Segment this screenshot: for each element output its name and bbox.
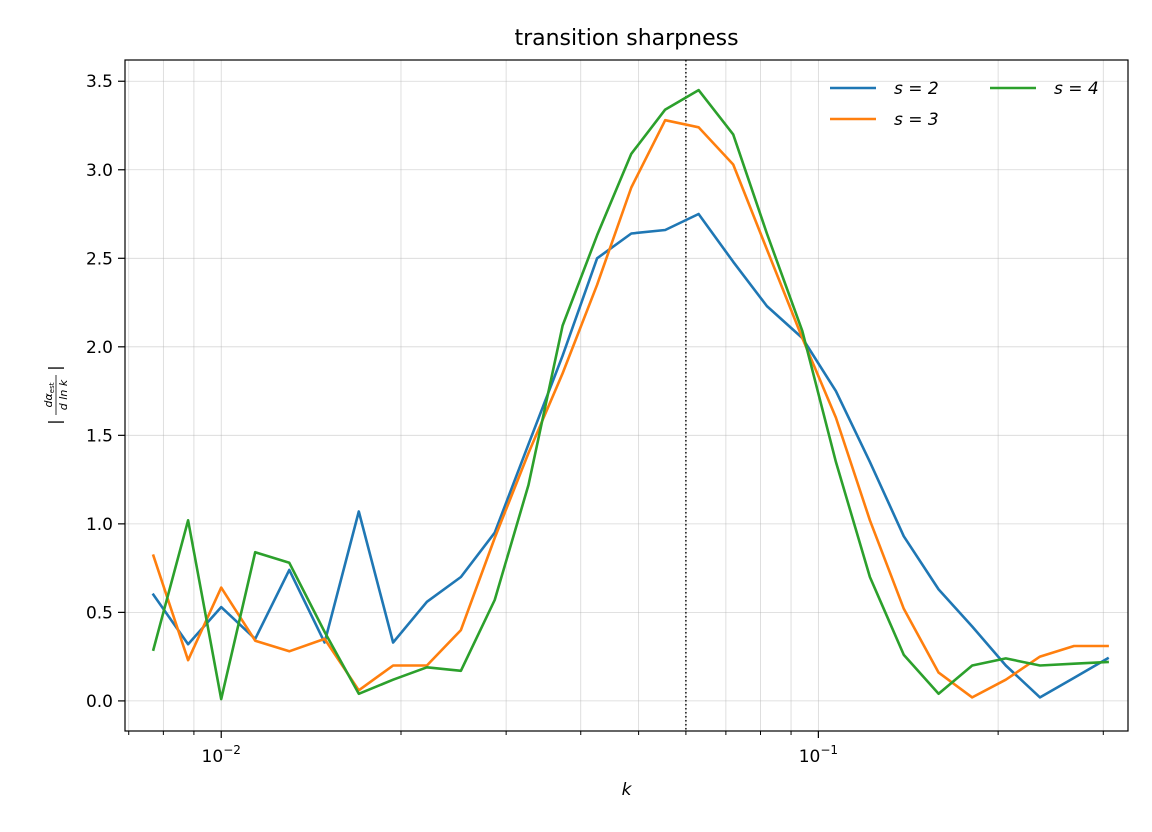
y-tick-label: 3.5 bbox=[86, 72, 113, 92]
legend: s = 2 s = 3 s = 4 bbox=[830, 79, 1099, 130]
y-label-fraction: | | dαest d ln k bbox=[42, 365, 70, 424]
y-tick-label: 0.0 bbox=[86, 692, 113, 712]
y-tick-label: 1.5 bbox=[86, 426, 113, 446]
y-label-denominator: d ln k bbox=[57, 379, 70, 410]
y-label-abs-right: | bbox=[45, 365, 64, 370]
y-tick-label: 2.0 bbox=[86, 338, 113, 358]
y-tick-label: 3.0 bbox=[86, 161, 113, 181]
series-line-s4 bbox=[151, 88, 1109, 701]
y-label-numerator: dαest bbox=[42, 382, 56, 407]
legend-label-s3: s = 3 bbox=[894, 110, 939, 130]
legend-label-s4: s = 4 bbox=[1054, 79, 1099, 99]
y-label-abs-left: | bbox=[45, 419, 64, 424]
x-tick-label: 10−2 bbox=[202, 743, 241, 767]
x-tick-label: 10−1 bbox=[799, 743, 838, 767]
y-tick-label: 1.0 bbox=[86, 515, 113, 535]
axis-ticks: 10−2 10−1 0.0 0.5 1.0 1.5 2.0 2.5 3.0 3.5 bbox=[86, 72, 1104, 767]
x-axis-label: k bbox=[622, 780, 633, 800]
legend-label-s2: s = 2 bbox=[894, 79, 939, 99]
y-axis-label: | | dαest d ln k bbox=[42, 365, 70, 424]
series-line-s3 bbox=[151, 118, 1109, 699]
plot-area-frame bbox=[124, 59, 1129, 732]
chart-title: transition sharpness bbox=[514, 26, 738, 51]
grid bbox=[125, 60, 1128, 731]
y-tick-label: 2.5 bbox=[86, 249, 113, 269]
y-tick-label: 0.5 bbox=[86, 603, 113, 623]
series-line-s2 bbox=[151, 212, 1110, 699]
series-layer bbox=[151, 88, 1110, 701]
